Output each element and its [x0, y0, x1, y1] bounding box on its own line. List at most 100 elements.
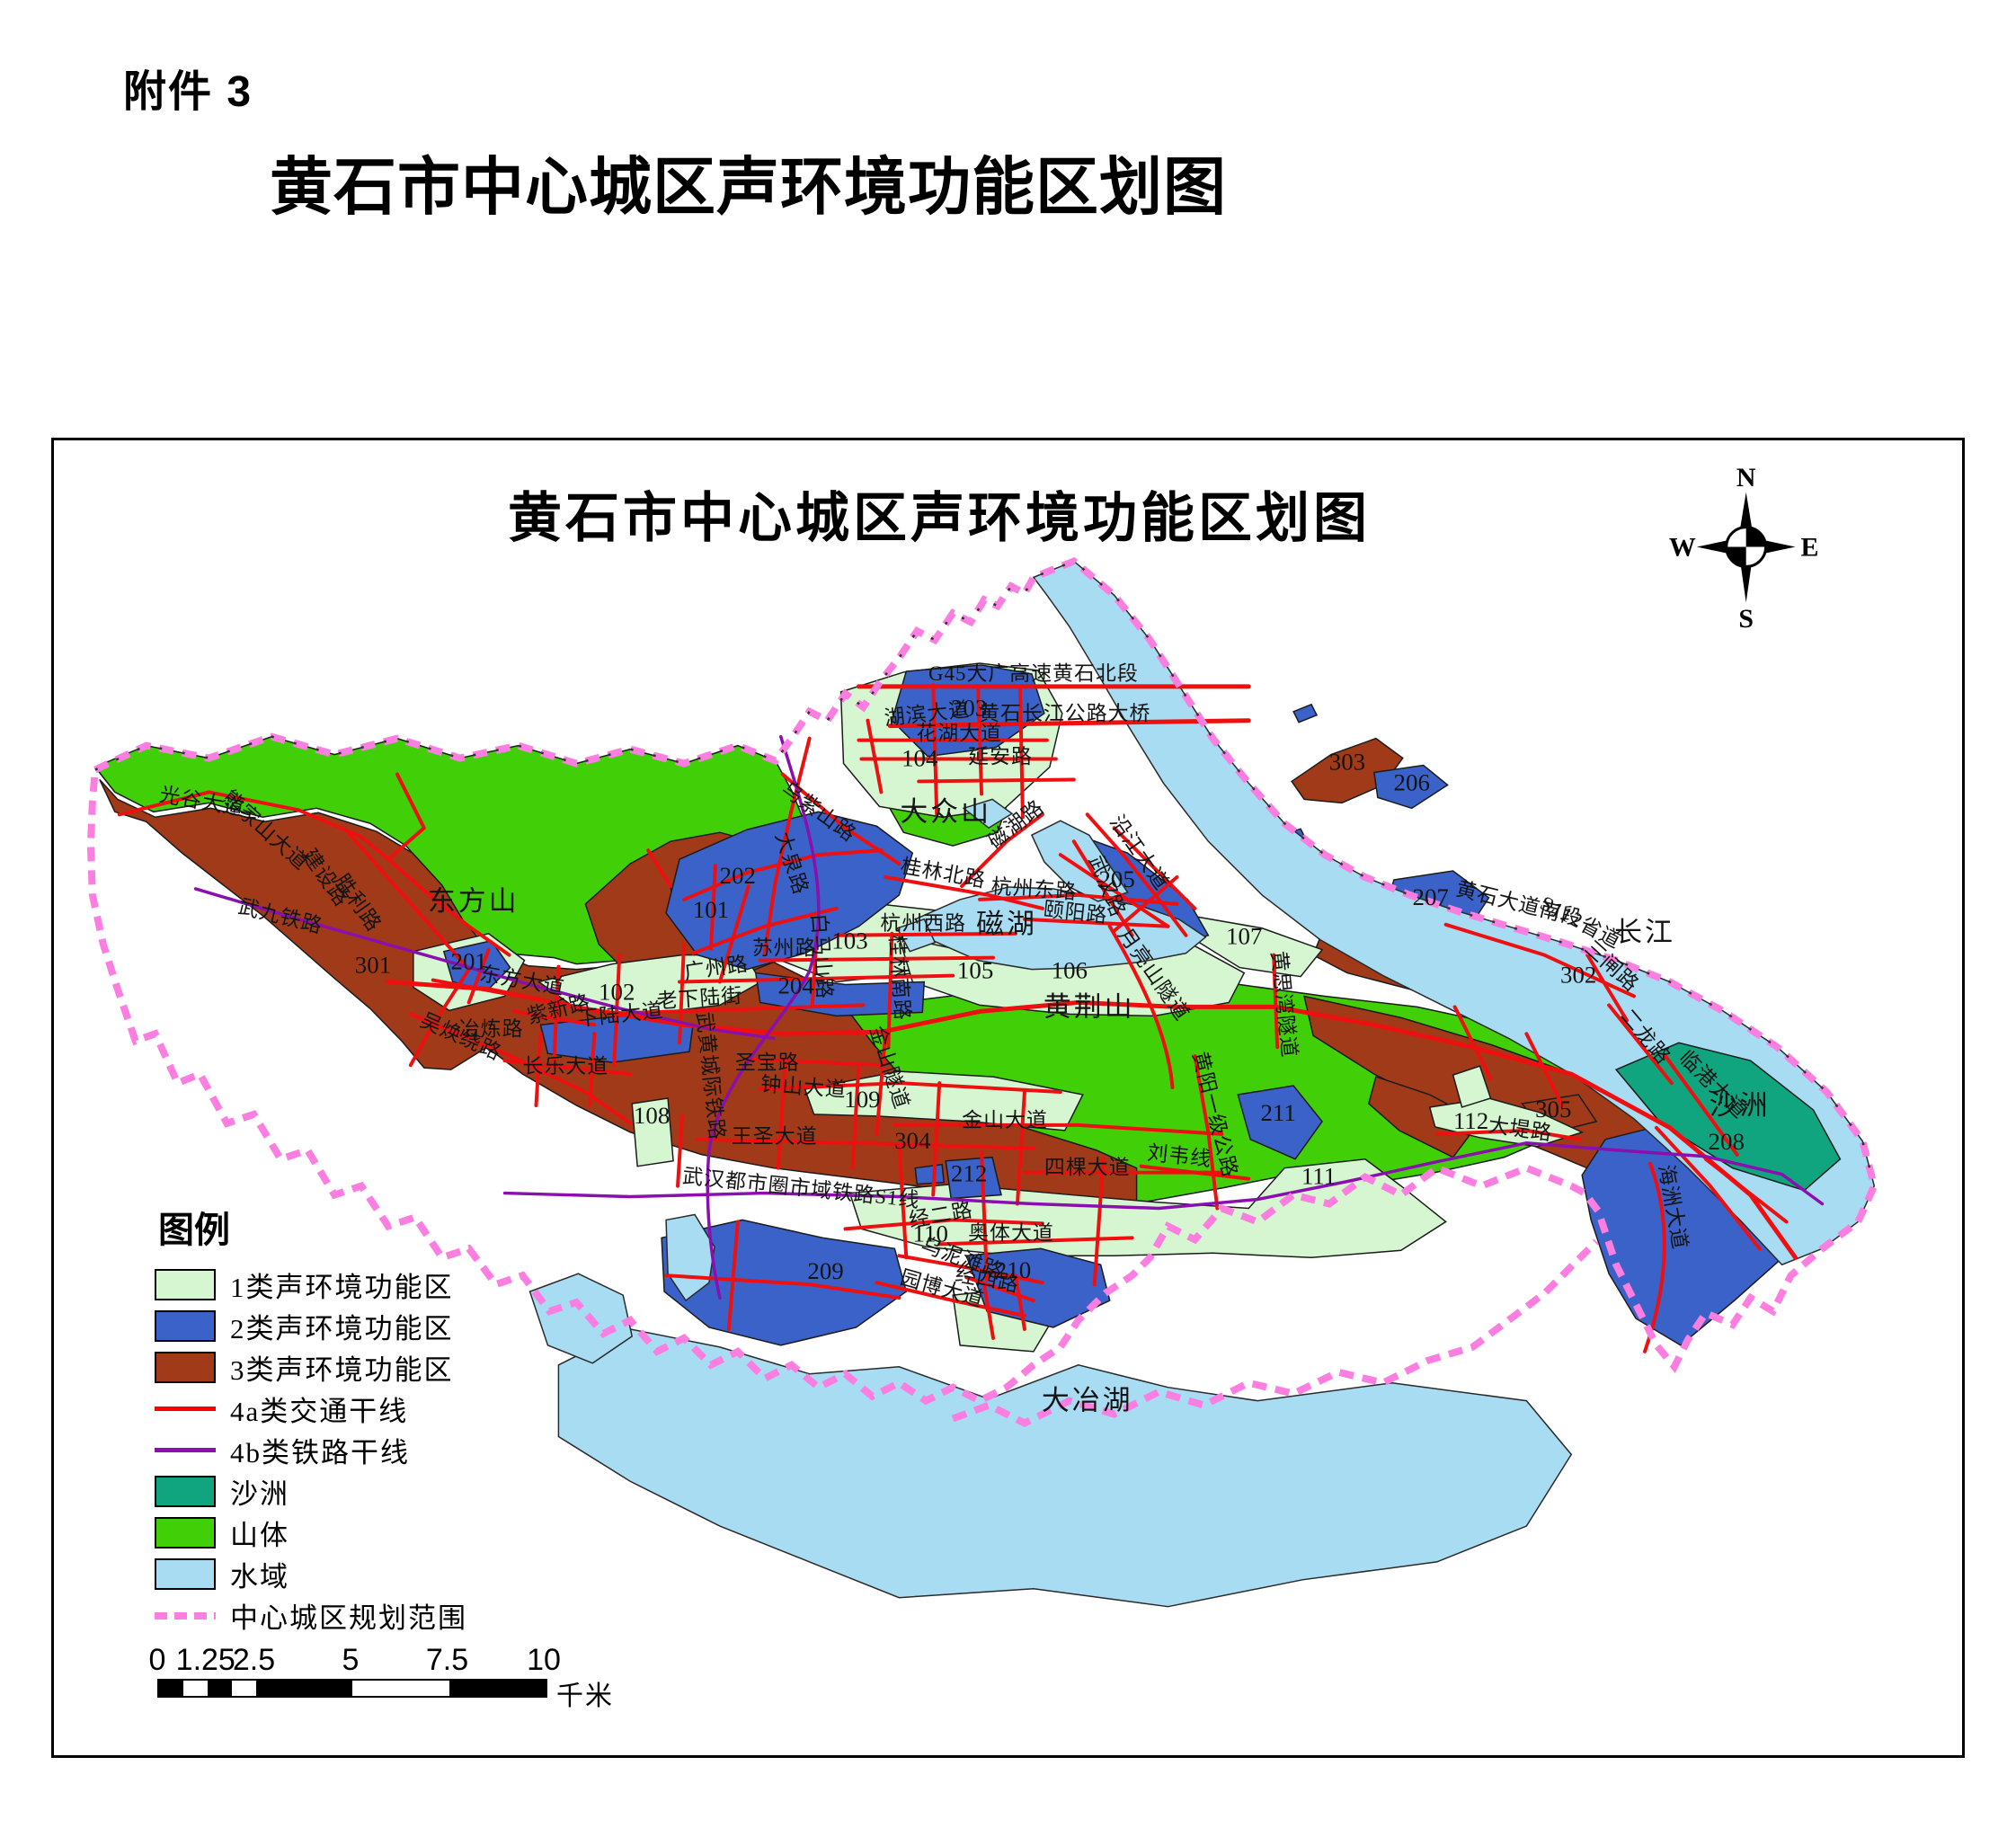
zone-211-shape — [1237, 1085, 1323, 1160]
road-line — [1452, 1005, 1565, 1107]
zone-108-shape — [631, 1097, 674, 1167]
legend-label: 沙洲 — [230, 1478, 289, 1510]
road-line — [937, 1236, 1134, 1247]
map-label-zone: 204 — [777, 972, 814, 998]
road-line — [866, 718, 884, 794]
road-line — [676, 1114, 1106, 1287]
legend-item: 中心城区规划范围 — [155, 1600, 467, 1634]
scale-bar: 0 1.25 2.5 5 7.5 10 千米 — [149, 1643, 661, 1711]
zoning-map: N E S W 101 102 103 104 105 106 107 108 109 110 11… — [86, 463, 1878, 1608]
legend-key-fill — [155, 1476, 216, 1507]
road-line — [502, 1032, 633, 1107]
map-label-road: 冶炼路 — [459, 1017, 524, 1040]
map-label-place: 大冶湖 — [1042, 1385, 1133, 1416]
legend-item: 1类声环境功能区 — [155, 1269, 467, 1303]
map-label-road: 花湖大道 — [916, 723, 1002, 745]
road-line — [386, 980, 1798, 1260]
map-label-place: 东方山 — [428, 885, 520, 917]
road-line — [917, 777, 1076, 784]
road-line — [982, 1273, 1026, 1340]
legend-key-fill — [155, 1269, 216, 1300]
lake-southwest-1 — [528, 1273, 634, 1364]
map-label-place: 磁湖 — [976, 909, 1037, 940]
map-label-place: 大众山 — [900, 795, 991, 827]
road-line — [1017, 686, 1025, 820]
map-label-road: 金山大道 — [962, 1109, 1048, 1131]
scale-segment — [159, 1681, 183, 1696]
road-line — [758, 955, 996, 963]
road-line — [1193, 1054, 1220, 1211]
compass-letter-e: E — [1801, 532, 1819, 562]
map-label-road: 延安路 — [968, 746, 1033, 768]
railway-layer — [193, 734, 1825, 1300]
road-line — [884, 875, 1044, 910]
boundary-pink-dash — [86, 556, 1878, 1406]
zone-112-stem — [1452, 1065, 1492, 1108]
road-line — [776, 1059, 1026, 1206]
road-line — [1107, 924, 1175, 1090]
map-label-road: G45大广高速黄石北段 — [928, 662, 1139, 685]
map-label-zone: 111 — [1301, 1163, 1336, 1190]
legend-key-line — [155, 1448, 216, 1452]
road-line — [664, 1220, 901, 1331]
zone-201-shape — [442, 939, 511, 992]
zone-109-shape — [804, 1070, 1084, 1131]
island-speck-1 — [1292, 703, 1319, 723]
cihu-lake — [914, 886, 1207, 971]
scale-tick: 5 — [342, 1643, 360, 1677]
railway-line — [502, 1141, 1825, 1211]
map-label-zone: 206 — [1394, 768, 1430, 795]
road-line — [834, 931, 1017, 937]
map-label-road: 苏州路 — [752, 937, 817, 960]
scale-segment — [207, 1681, 232, 1696]
road-line — [1663, 1054, 1739, 1157]
road-line — [1643, 1161, 1666, 1353]
map-label-zone: 107 — [1226, 923, 1262, 950]
map-label-zone: 212 — [951, 1160, 987, 1187]
compass-letter-w: W — [1669, 532, 1696, 562]
road-line — [619, 1003, 866, 1016]
scale-tick: 10 — [527, 1643, 561, 1677]
map-label-zone: 205 — [1098, 865, 1134, 892]
map-label-zone: 302 — [1560, 962, 1596, 989]
road-line — [431, 947, 507, 1005]
compass-quadrant-sw — [1726, 546, 1746, 567]
map-label-zone: 108 — [634, 1102, 670, 1129]
road-line — [678, 973, 955, 984]
map-label-zone: 207 — [1412, 883, 1448, 910]
legend-item: 沙洲 — [155, 1476, 467, 1510]
attachment-label: 附件 3 — [123, 68, 253, 116]
map-label-zone: 105 — [957, 957, 993, 984]
map-label-zone: 201 — [451, 948, 487, 975]
map-label-place: 沙洲 — [1710, 1089, 1771, 1121]
daye-lake — [557, 1328, 1573, 1608]
road-line — [762, 736, 812, 955]
map-label-zone: 110 — [913, 1220, 948, 1247]
road-line — [875, 1281, 1026, 1318]
scale-bar-strip — [157, 1679, 547, 1698]
legend-key-line — [155, 1406, 216, 1411]
scale-segment — [352, 1681, 449, 1696]
road-line — [552, 942, 687, 1068]
legend-label: 中心城区规划范围 — [230, 1602, 467, 1634]
legend-item: 山体 — [155, 1517, 467, 1551]
zone-206-shape — [1373, 764, 1449, 810]
legend-label: 4a类交通干线 — [230, 1396, 409, 1427]
compass-point-west — [1696, 539, 1731, 555]
road-line — [1434, 1128, 1583, 1141]
map-frame: 黄石市中心城区声环境功能区划图 — [51, 438, 1965, 1758]
legend-label: 4b类铁路干线 — [230, 1437, 410, 1469]
map-label-road: 四棵大道 — [1044, 1157, 1131, 1179]
map-label-zone: 301 — [355, 952, 391, 979]
map-label-zone: 208 — [1709, 1128, 1745, 1155]
scale-tick: 2.5 — [232, 1643, 276, 1677]
scale-segment — [448, 1681, 546, 1696]
road-line — [1022, 917, 1170, 928]
map-inner-title: 黄石市中心城区声环境功能区划图 — [508, 489, 1371, 548]
legend-title: 图例 — [158, 1210, 230, 1250]
road-line — [897, 1254, 1044, 1285]
map-label-road: 奥体大道 — [968, 1221, 1054, 1244]
road-line — [346, 830, 471, 1068]
compass-letter-n: N — [1736, 463, 1756, 492]
